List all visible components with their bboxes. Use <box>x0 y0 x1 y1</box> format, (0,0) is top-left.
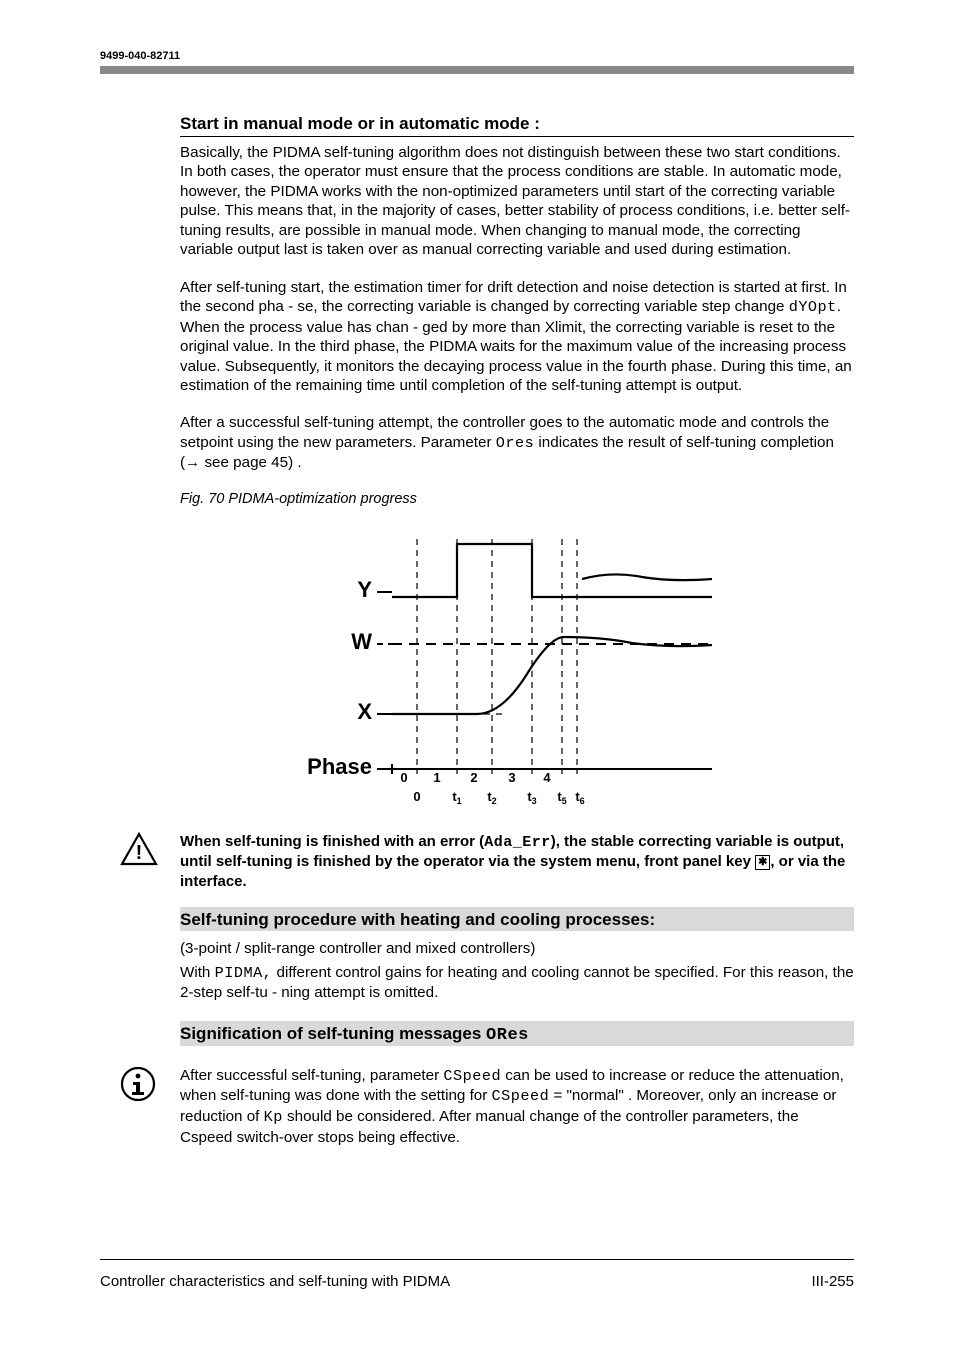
chart-label-w: W <box>351 629 372 654</box>
para2-a: After self-tuning start, the estimation … <box>180 279 847 315</box>
s2-code: PIDMA, <box>215 964 273 982</box>
figure-caption: Fig. 70 PIDMA-optimization progress <box>180 491 854 507</box>
info-code1: CSpeed <box>443 1067 501 1085</box>
footer-right: III-255 <box>811 1273 854 1290</box>
warn-key: ✱ <box>755 855 770 870</box>
s3-title-code: ORes <box>486 1026 529 1045</box>
svg-text:t6: t6 <box>575 789 584 806</box>
doc-number: 9499-040-82711 <box>100 50 854 62</box>
section2-line1: (3-point / split-range controller and mi… <box>180 939 854 958</box>
warn-code1: Ada_Err <box>484 834 551 851</box>
footer-rule <box>100 1259 854 1260</box>
warning-block: ! When self-tuning is finished with an e… <box>120 832 854 892</box>
info-icon <box>120 1066 164 1107</box>
para2-code: dYOpt <box>789 298 837 316</box>
chart-label-x: X <box>357 699 372 724</box>
pidma-chart-svg: Y W X Phase 0 1 2 3 4 0 t1 t2 t3 <box>302 519 732 819</box>
svg-text:4: 4 <box>543 770 551 785</box>
section1-para2: After self-tuning start, the estimation … <box>180 278 854 396</box>
footer-left: Controller characteristics and self-tuni… <box>100 1273 450 1290</box>
s2-a: With <box>180 964 215 981</box>
svg-text:0: 0 <box>413 789 420 804</box>
s2-b: different control gains for heating and … <box>180 964 854 1001</box>
section2-para: With PIDMA, different control gains for … <box>180 963 854 1003</box>
svg-text:t3: t3 <box>527 789 536 806</box>
svg-text:t1: t1 <box>452 789 461 806</box>
header-band <box>100 66 854 74</box>
info-block: After successful self-tuning, parameter … <box>120 1066 854 1148</box>
figure-chart: Y W X Phase 0 1 2 3 4 0 t1 t2 t3 <box>180 519 854 824</box>
svg-text:!: ! <box>136 842 143 864</box>
warning-text: When self-tuning is finished with an err… <box>180 832 854 892</box>
chart-label-phase: Phase <box>307 754 372 779</box>
page: 9499-040-82711 Start in manual mode or i… <box>0 0 954 1350</box>
content-area: Start in manual mode or in automatic mod… <box>180 114 854 1148</box>
svg-text:t2: t2 <box>487 789 496 806</box>
section1-para1: Basically, the PIDMA self-tuning algorit… <box>180 143 854 260</box>
footer: Controller characteristics and self-tuni… <box>100 1273 854 1290</box>
svg-text:0: 0 <box>400 770 407 785</box>
section1-para3: After a successful self-tuning attempt, … <box>180 413 854 472</box>
svg-text:2: 2 <box>470 770 477 785</box>
chart-label-y: Y <box>357 577 372 602</box>
info-text: After successful self-tuning, parameter … <box>180 1066 854 1148</box>
svg-text:1: 1 <box>433 770 440 785</box>
para3-code: Ores <box>496 434 534 452</box>
warning-icon: ! <box>120 832 164 871</box>
svg-text:t5: t5 <box>557 789 566 806</box>
section2-title: Self-tuning procedure with heating and c… <box>180 907 854 931</box>
s3-title-a: Signification of self-tuning messages <box>180 1024 486 1043</box>
info-code2: CSpeed <box>492 1087 550 1105</box>
svg-text:3: 3 <box>508 770 515 785</box>
info-code3: Kp <box>264 1108 283 1126</box>
section3-title: Signification of self-tuning messages OR… <box>180 1021 854 1046</box>
warn-a: When self-tuning is finished with an err… <box>180 833 484 850</box>
section1-title: Start in manual mode or in automatic mod… <box>180 114 854 137</box>
info-a: After successful self-tuning, parameter <box>180 1067 443 1084</box>
